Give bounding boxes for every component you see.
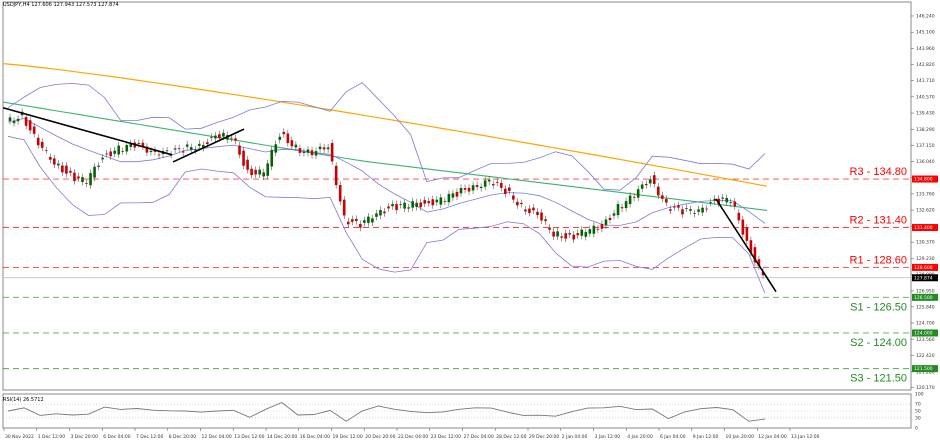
- y-tick-label: 137.150: [916, 143, 935, 149]
- x-tick-label: 12 Jan 04:00: [758, 434, 787, 440]
- level-label-s2: S2 - 124.00: [850, 337, 907, 349]
- y-tick-label: 140.570: [916, 94, 935, 100]
- x-tick-label: 6 Dec 04:00: [103, 434, 131, 440]
- ma-mid-line: [2, 101, 768, 211]
- y-tick-label: 133.760: [916, 191, 935, 197]
- level-price-tag: [912, 175, 938, 183]
- x-tick-label: 13 Jan 12:00: [791, 434, 820, 440]
- level-label-r1: R1 - 128.60: [850, 254, 907, 266]
- x-tick-label: 6 Jan 04:00: [660, 434, 686, 440]
- y-tick-label: 136.040: [916, 159, 935, 165]
- x-tick-label: 19 Dec 12:00: [333, 434, 363, 440]
- y-tick-label: 141.710: [916, 78, 935, 84]
- bollinger-lower-band: [7, 135, 766, 294]
- level-label-r2: R2 - 131.40: [850, 215, 907, 227]
- y-tick-label: 129.230: [916, 256, 935, 262]
- x-tick-label: 9 Jan 12:00: [693, 434, 719, 440]
- bollinger-upper-band: [7, 82, 766, 191]
- level-price-tag-text: 121.500: [914, 366, 933, 372]
- symbol-header: USDJPY,H4 127.606 127.943 127.573 127.87…: [3, 2, 119, 8]
- rsi-tick-label: 0: [915, 426, 918, 432]
- rsi-tick-label: 30: [915, 415, 921, 421]
- y-tick-label: 146.240: [916, 13, 935, 19]
- level-price-tag: [912, 329, 938, 337]
- y-tick-label: 142.820: [916, 62, 935, 68]
- trendline-down-2[interactable]: [715, 198, 777, 293]
- level-label-r3: R3 - 134.80: [850, 166, 907, 178]
- y-tick-label: 132.620: [916, 208, 935, 214]
- y-tick-label: 122.420: [916, 353, 935, 359]
- trendline-up[interactable]: [172, 128, 245, 163]
- level-price-tag-text: 124.000: [914, 331, 933, 337]
- y-tick-label: 123.560: [916, 337, 935, 343]
- current-price-tag: [912, 274, 938, 282]
- x-tick-label: 4 Jan 20:00: [627, 434, 653, 440]
- x-tick-label: 14 Dec 20:00: [267, 434, 297, 440]
- y-tick-label: 124.700: [916, 321, 935, 327]
- ma-long-line: [2, 63, 768, 187]
- level-price-tag: [912, 365, 938, 373]
- level-price-tag-text: 128.600: [914, 265, 933, 271]
- x-tick-label: 29 Dec 20:00: [529, 434, 559, 440]
- level-label-s1: S1 - 126.50: [850, 301, 907, 313]
- x-tick-label: 13 Dec 12:00: [234, 434, 264, 440]
- level-price-tag-text: 134.800: [914, 177, 933, 183]
- x-tick-label: 10 Jan 20:00: [726, 434, 755, 440]
- y-tick-label: 139.430: [916, 111, 935, 117]
- x-tick-label: 30 Nov 2022: [5, 434, 34, 440]
- x-tick-label: 16 Dec 04:00: [300, 434, 330, 440]
- x-tick-label: 20 Dec 20:00: [365, 434, 395, 440]
- level-price-tag: [912, 263, 938, 271]
- y-tick-label: 121.280: [916, 369, 935, 375]
- y-tick-label: 125.840: [916, 304, 935, 310]
- bollinger-middle-band: [7, 118, 766, 226]
- main-panel-frame: [2, 1, 912, 391]
- x-tick-label: 2 Jan 04:00: [562, 434, 588, 440]
- x-tick-label: 28 Dec 12:00: [496, 434, 526, 440]
- level-price-tag-text: 131.400: [914, 225, 933, 231]
- x-tick-label: 27 Dec 04:00: [464, 434, 494, 440]
- rsi-title: RSI(14) 26.5712: [3, 397, 44, 403]
- rsi-line: [7, 401, 766, 422]
- x-tick-label: 12 Dec 04:00: [202, 434, 232, 440]
- x-tick-label: 8 Dec 20:00: [169, 434, 197, 440]
- y-tick-label: 143.960: [916, 46, 935, 52]
- x-tick-label: 22 Dec 04:00: [398, 434, 428, 440]
- current-price-tag-text: 127.874: [914, 275, 933, 281]
- x-tick-label: 23 Dec 12:00: [431, 434, 461, 440]
- level-label-s3: S3 - 121.50: [850, 373, 907, 385]
- level-price-tag: [912, 293, 938, 301]
- level-price-tag-text: 126.500: [914, 295, 933, 301]
- rsi-tick-label: 70: [915, 402, 921, 408]
- candles: [8, 108, 765, 279]
- y-tick-label: 120.170: [916, 385, 935, 391]
- x-tick-label: 1 Dec 12:00: [38, 434, 66, 440]
- x-tick-label: 3 Dec 20:00: [71, 434, 99, 440]
- y-tick-label: 145.100: [916, 30, 935, 36]
- trendline-down-1[interactable]: [2, 107, 173, 156]
- x-tick-label: 7 Dec 12:00: [136, 434, 164, 440]
- y-tick-label: 126.950: [916, 288, 935, 294]
- rsi-tick-label: 100: [915, 392, 924, 398]
- y-tick-label: 130.370: [916, 240, 935, 246]
- x-tick-label: 3 Jan 12:00: [595, 434, 621, 440]
- rsi-tick-label: 50: [915, 409, 921, 415]
- level-price-tag: [912, 224, 938, 232]
- y-tick-label: 138.290: [916, 127, 935, 133]
